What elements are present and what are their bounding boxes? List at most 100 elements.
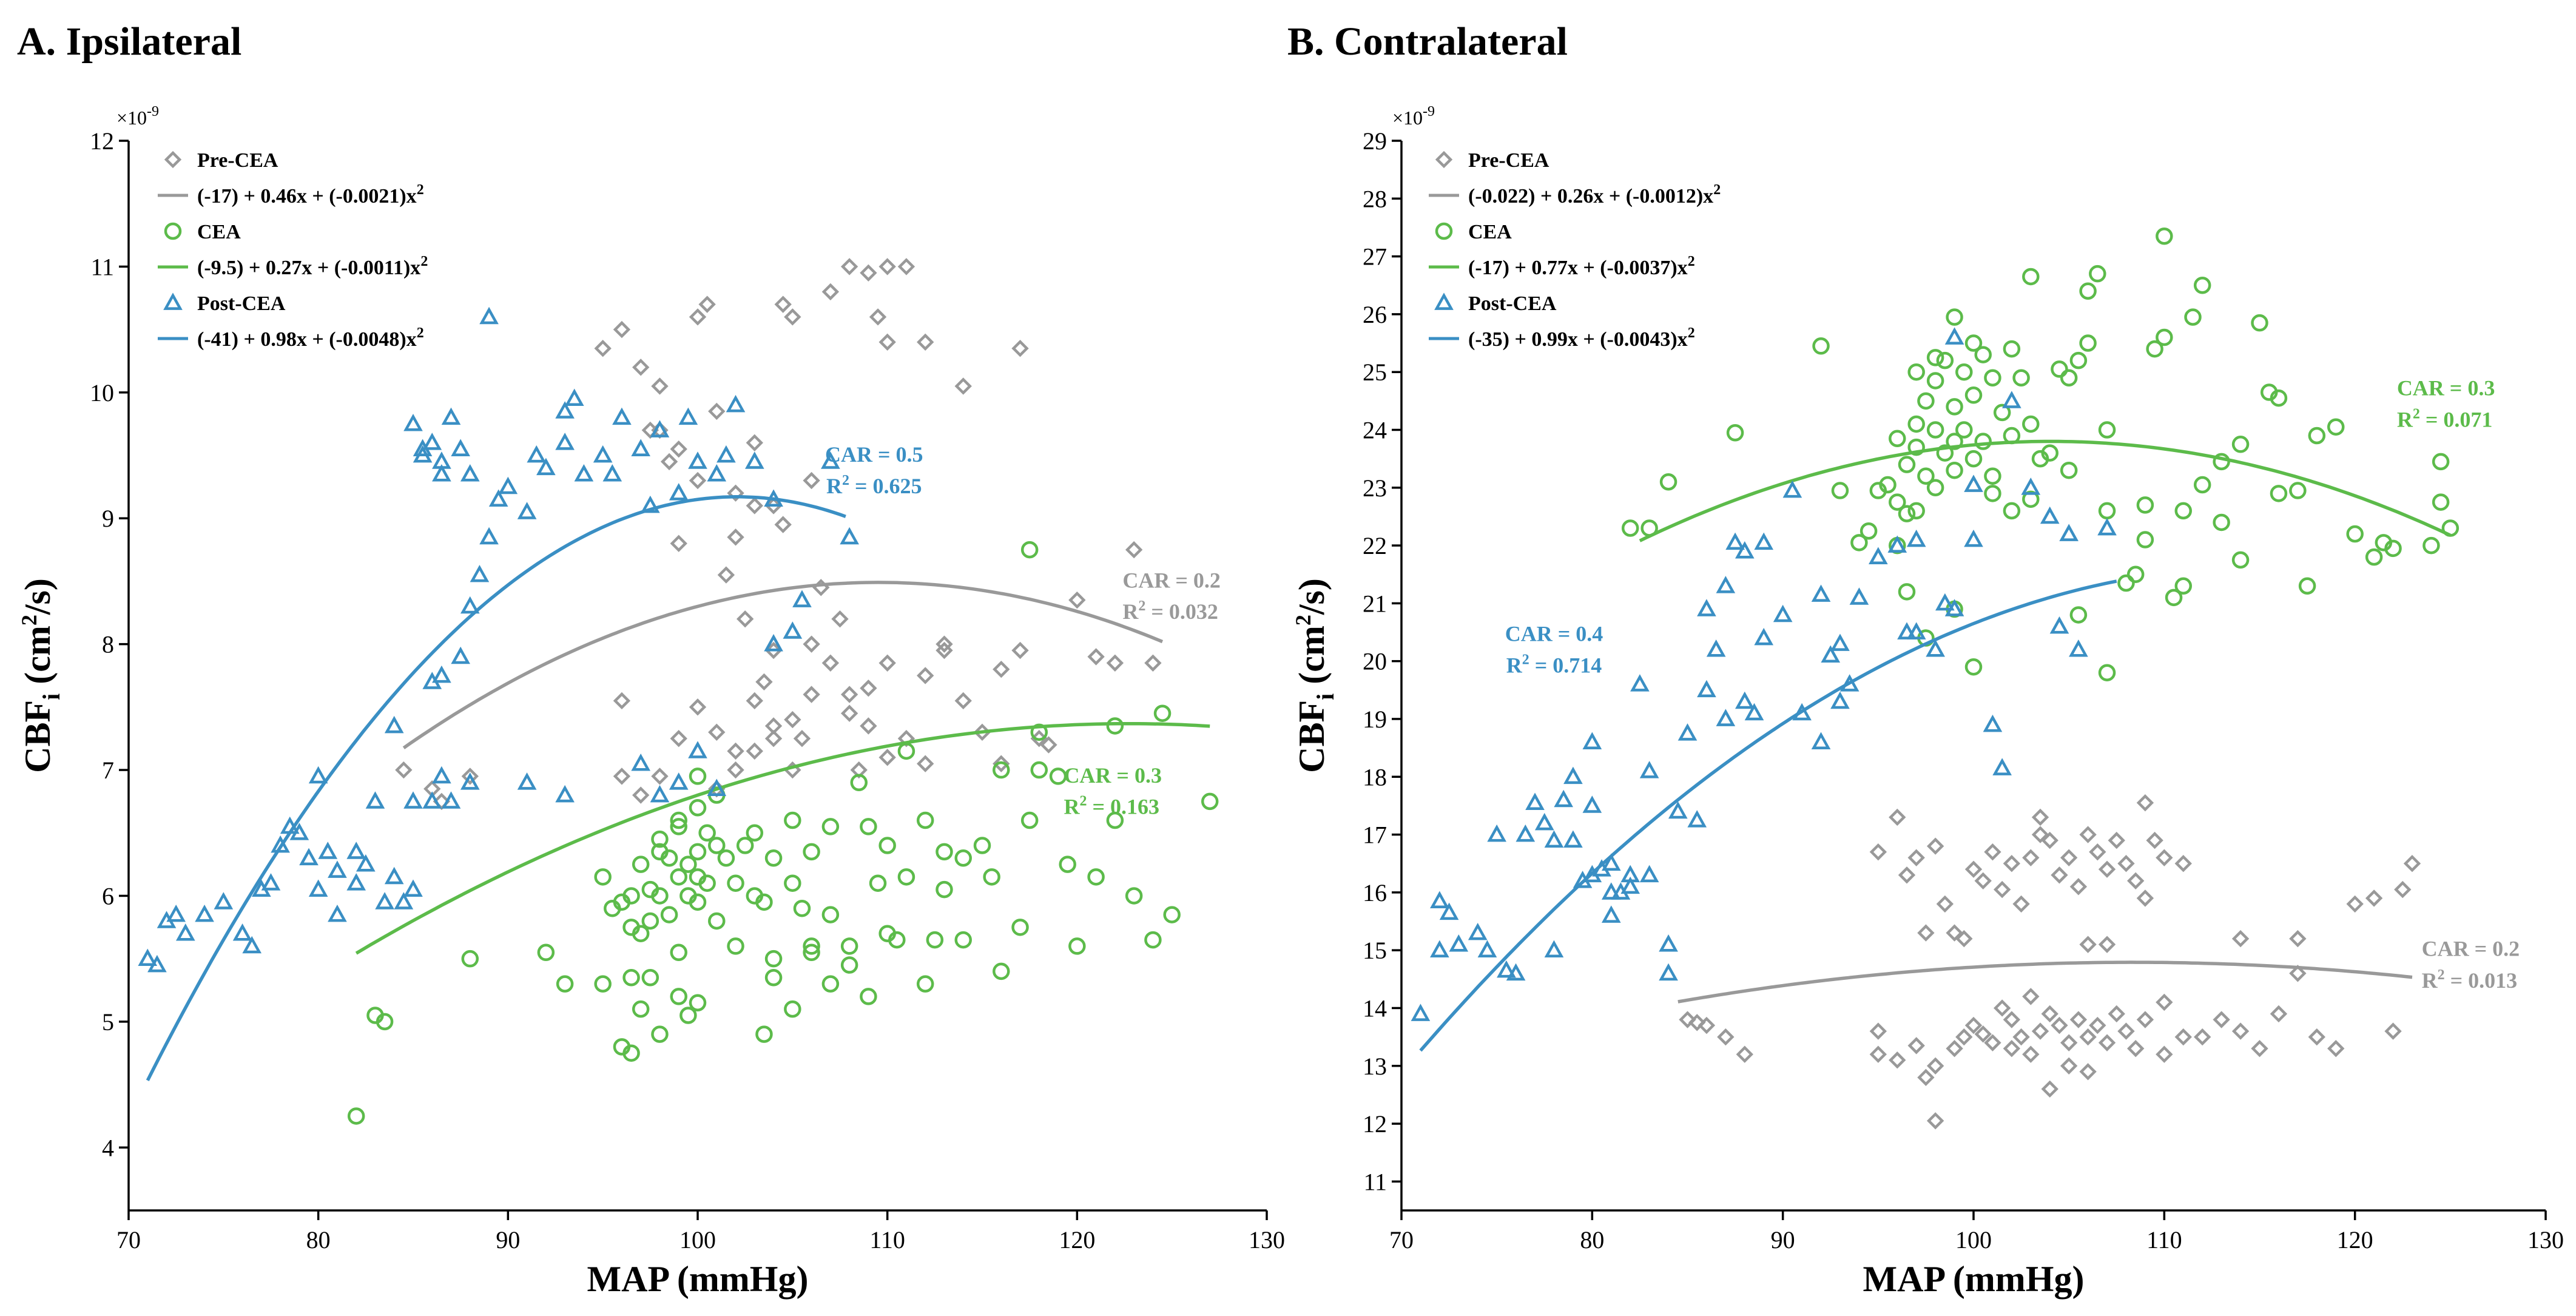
data-point [527, 445, 547, 463]
data-point [622, 887, 640, 905]
data-point [2079, 1028, 2097, 1046]
data-point [403, 791, 423, 809]
car-annotation: CAR = 0.2 [1122, 568, 1221, 592]
data-point [564, 388, 584, 407]
data-point [755, 1025, 773, 1043]
data-point [1468, 922, 1488, 940]
data-point [1984, 843, 2001, 861]
data-point [555, 401, 575, 419]
data-point [2079, 334, 2097, 352]
x-tick-label: 100 [679, 1226, 716, 1254]
data-point [1582, 732, 1602, 749]
data-point [451, 646, 470, 664]
data-point [2041, 1080, 2058, 1098]
data-point [707, 778, 727, 797]
data-point [651, 768, 669, 785]
data-point [613, 320, 631, 339]
data-point [803, 943, 820, 962]
data-point [2022, 849, 2040, 866]
data-point [1736, 1045, 1753, 1063]
data-point [1946, 433, 1963, 450]
data-point [2003, 1039, 2021, 1058]
data-point [1984, 485, 2001, 502]
data-point [840, 937, 858, 955]
fit-curve [1677, 960, 2413, 1004]
data-point [1011, 919, 1029, 936]
data-point [792, 590, 812, 607]
data-point [1869, 1045, 1887, 1063]
data-point [1812, 337, 1830, 355]
data-point [821, 654, 840, 672]
data-point [2289, 482, 2307, 499]
data-point [1926, 372, 1944, 390]
data-point [613, 768, 631, 785]
data-point [689, 768, 707, 785]
data-point [631, 439, 651, 457]
data-point [936, 843, 953, 861]
data-point [821, 906, 840, 923]
x-tick-label: 90 [496, 1226, 520, 1254]
legend-marker-diamond [164, 150, 182, 169]
data-point [793, 899, 811, 917]
legend-series-name: Pre-CEA [1468, 149, 1549, 172]
data-point [917, 667, 934, 684]
data-point [2021, 477, 2041, 495]
data-point [1201, 792, 1219, 811]
data-point [716, 445, 736, 463]
data-point [2060, 369, 2078, 386]
data-point [432, 665, 451, 683]
data-point [2098, 1034, 2116, 1051]
data-point [784, 811, 801, 829]
data-point [1889, 808, 1906, 826]
data-point [2022, 415, 2040, 433]
data-point [764, 950, 783, 968]
data-point [460, 772, 480, 790]
data-point [1697, 599, 1716, 616]
data-point [774, 516, 792, 533]
data-point [2346, 525, 2364, 543]
data-point [755, 893, 773, 911]
legend-series-name: CEA [1468, 221, 1512, 243]
data-point [2079, 1063, 2097, 1081]
panel-contralateral: B. Contralateral 70 80 90 100 110 120 130 11 12 13… [1287, 19, 2564, 1299]
data-point [1544, 830, 1564, 848]
data-point [498, 476, 518, 494]
data-point [764, 969, 783, 987]
data-point [1955, 363, 1973, 381]
data-point [346, 842, 366, 859]
y-tick-label: 27 [1363, 243, 1387, 271]
data-point [736, 610, 754, 628]
data-point [1601, 882, 1621, 900]
data-point [432, 766, 451, 784]
data-point [2289, 965, 2307, 982]
legend: Pre-CEA (-17) + 0.46x + (-0.0021)x2 CEA (-9… [158, 149, 428, 351]
data-point [2098, 502, 2116, 520]
data-point [651, 843, 669, 861]
data-point [1879, 476, 1897, 494]
legend-series-name: Post-CEA [197, 292, 286, 315]
y-tick-label: 25 [1363, 359, 1387, 386]
data-point [2060, 1034, 2078, 1051]
data-point [1782, 480, 1802, 498]
data-point [793, 730, 811, 747]
data-point [2298, 577, 2316, 595]
data-point [2289, 930, 2307, 948]
data-point [1811, 584, 1831, 602]
legend: Pre-CEA (-0.022) + 0.26x + (-0.0012)x2 CEA… [1429, 149, 1721, 351]
y-tick-label: 15 [1363, 937, 1387, 964]
data-point [403, 879, 423, 897]
data-point [954, 377, 972, 395]
data-point [2022, 1045, 2040, 1063]
data-point [289, 823, 309, 840]
data-point [622, 1044, 640, 1062]
data-point [993, 962, 1010, 980]
y-tick-label: 13 [1363, 1053, 1387, 1080]
data-point [1773, 604, 1793, 623]
data-point [1830, 633, 1850, 651]
data-point [632, 786, 650, 804]
data-point [1860, 522, 1878, 540]
car-annotation: CAR = 0.4 [1505, 621, 1603, 646]
data-point [479, 527, 499, 545]
data-point [689, 893, 707, 911]
data-point [1544, 940, 1564, 958]
